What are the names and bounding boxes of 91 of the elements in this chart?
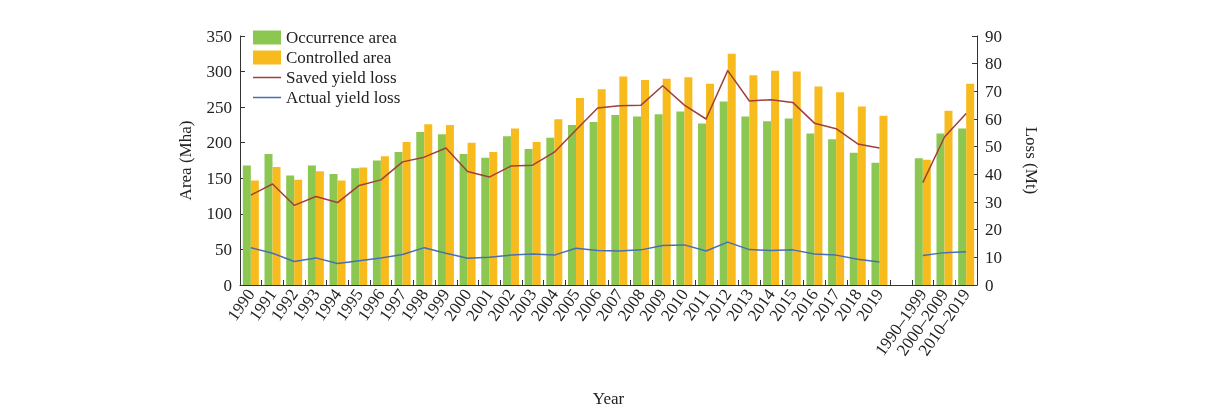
- bar: [272, 166, 281, 285]
- y-tick-label: 250: [206, 97, 232, 117]
- bar: [641, 80, 650, 285]
- bar: [676, 111, 685, 285]
- bar: [706, 83, 715, 285]
- bar: [250, 180, 259, 285]
- bar: [424, 124, 433, 285]
- y2-tick-label: 0: [985, 275, 994, 295]
- bar: [589, 122, 598, 285]
- bar: [437, 134, 446, 285]
- bar: [524, 149, 533, 285]
- bar: [532, 142, 541, 285]
- bar: [619, 76, 628, 285]
- bar: [922, 159, 931, 285]
- y-axis-title: Area (Mha): [176, 120, 195, 201]
- legend-label: Occurrence area: [286, 28, 398, 47]
- y2-tick-label: 10: [985, 247, 1002, 267]
- bar: [307, 165, 316, 285]
- bar: [871, 162, 880, 285]
- bar: [684, 77, 693, 285]
- bar: [567, 124, 576, 285]
- y-tick-label: 100: [206, 204, 232, 224]
- y2-tick-label: 80: [985, 54, 1002, 74]
- y2-axis-title: Loss (Mt): [1022, 126, 1041, 195]
- bar: [416, 132, 425, 285]
- bar: [966, 83, 975, 285]
- bar: [402, 142, 411, 285]
- y-tick-label: 300: [206, 62, 232, 82]
- bar: [771, 70, 780, 285]
- bar: [351, 168, 360, 285]
- bar: [857, 106, 866, 285]
- bar: [315, 171, 324, 285]
- bar: [242, 165, 251, 285]
- legend-label: Controlled area: [286, 48, 392, 67]
- bar: [546, 137, 555, 285]
- y2-tick-label: 20: [985, 220, 1002, 240]
- bar: [633, 116, 642, 285]
- y2-tick-label: 70: [985, 81, 1002, 101]
- bar: [836, 92, 845, 285]
- bar: [394, 151, 403, 285]
- bar: [792, 71, 801, 285]
- bar: [597, 89, 606, 285]
- bar: [481, 157, 490, 285]
- y2-tick-label: 40: [985, 164, 1002, 184]
- bar: [958, 128, 967, 285]
- bar: [510, 128, 519, 285]
- bar: [359, 167, 368, 285]
- bar: [727, 53, 736, 285]
- bar: [698, 123, 707, 285]
- y-tick-label: 0: [223, 275, 232, 295]
- bar: [936, 133, 945, 285]
- bar: [944, 110, 953, 285]
- bar: [763, 121, 772, 285]
- bar: [554, 119, 563, 285]
- y2-tick-label: 30: [985, 192, 1002, 212]
- bar: [828, 139, 837, 285]
- bar: [654, 114, 663, 285]
- legend-label: Actual yield loss: [286, 88, 401, 107]
- y2-tick-label: 50: [985, 137, 1002, 157]
- bar: [849, 152, 858, 285]
- bar: [502, 136, 511, 285]
- bar: [806, 133, 815, 285]
- bar: [489, 151, 498, 285]
- bar: [459, 154, 468, 285]
- y-tick-label: 150: [206, 168, 232, 188]
- bar: [445, 124, 454, 285]
- y-tick-label: 350: [206, 26, 232, 46]
- bar: [329, 174, 338, 285]
- y2-tick-label: 90: [985, 26, 1002, 46]
- bar: [294, 179, 303, 285]
- y2-tick-label: 60: [985, 109, 1002, 129]
- x-axis-title: Year: [592, 389, 625, 408]
- bar: [814, 86, 823, 285]
- bar: [372, 160, 381, 285]
- y-tick-label: 200: [206, 133, 232, 153]
- bar: [879, 115, 888, 285]
- bar: [380, 156, 389, 285]
- bar: [749, 75, 758, 285]
- bar: [662, 78, 671, 285]
- y-tick-label: 50: [215, 239, 232, 259]
- bar: [611, 114, 620, 285]
- bar: [337, 180, 346, 285]
- bar: [719, 101, 728, 285]
- bar: [575, 97, 584, 285]
- bar: [264, 154, 273, 285]
- bar: [741, 116, 750, 285]
- legend-label: Saved yield loss: [286, 68, 397, 87]
- bar: [914, 158, 923, 285]
- bar: [286, 175, 295, 285]
- bar: [467, 142, 476, 285]
- bar: [784, 118, 793, 285]
